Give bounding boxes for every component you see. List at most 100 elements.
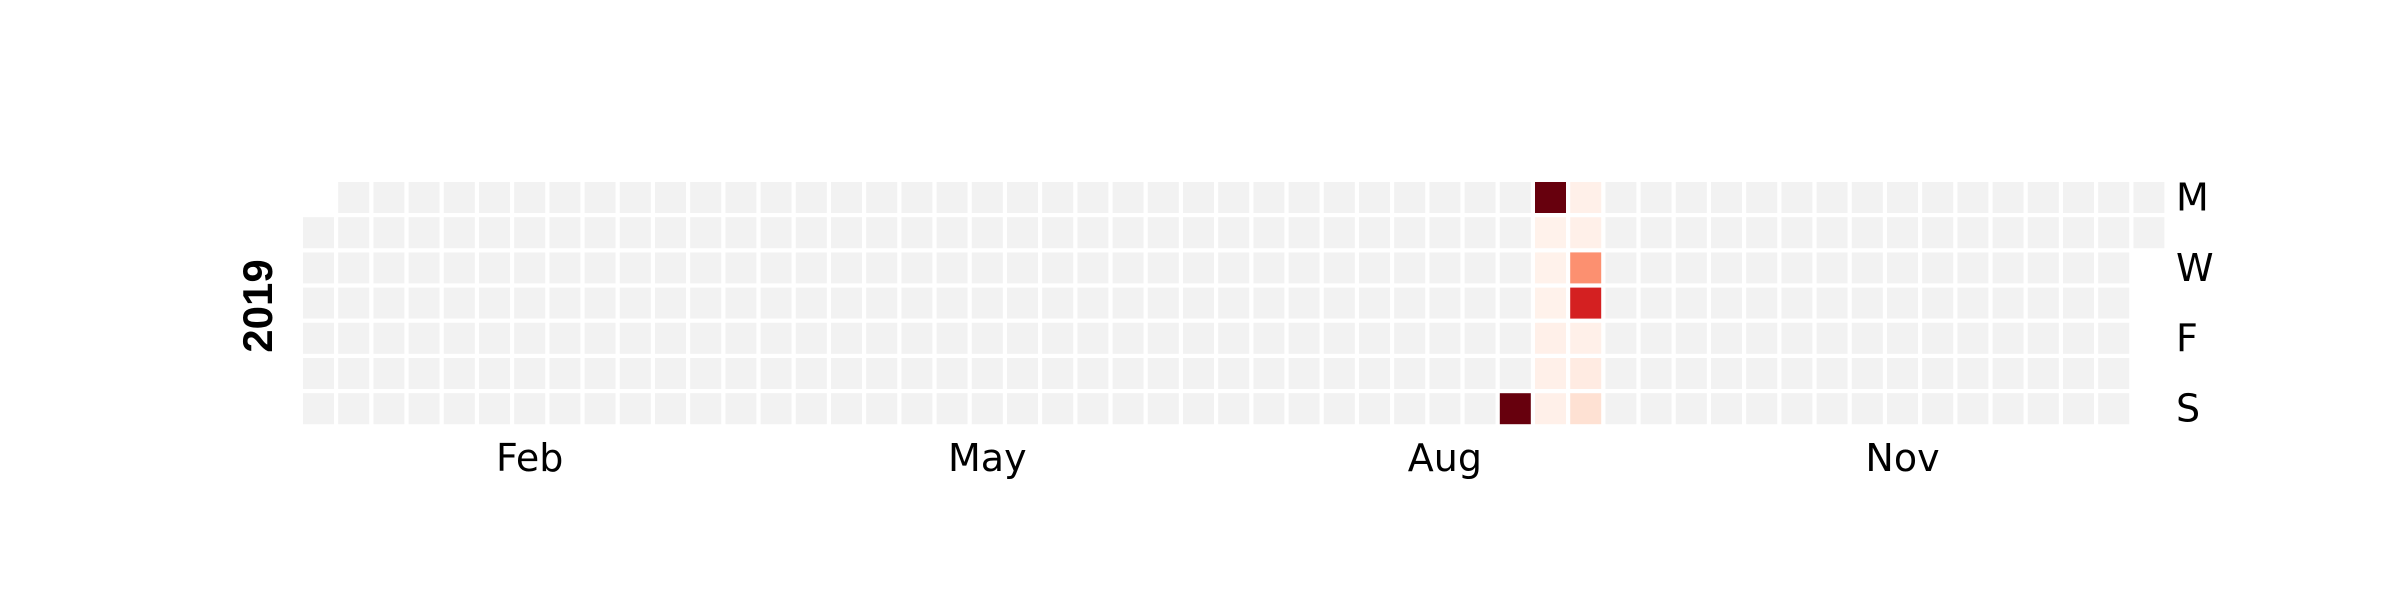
heatmap-cell xyxy=(1992,393,2024,425)
heatmap-cell xyxy=(1007,358,1038,389)
heatmap-cell xyxy=(1077,393,1109,425)
heatmap-cell xyxy=(866,287,898,319)
heatmap-cell xyxy=(1816,393,1848,425)
heatmap-cell xyxy=(1464,217,1496,249)
heatmap-cell xyxy=(1887,393,1918,425)
heatmap-cell xyxy=(1147,252,1179,284)
heatmap-cell xyxy=(1253,182,1285,213)
heatmap-cell xyxy=(1007,182,1038,213)
heatmap-cell xyxy=(1640,252,1672,284)
heatmap-cell xyxy=(303,217,334,249)
heatmap-cell xyxy=(1957,252,1989,284)
heatmap-cell xyxy=(831,287,862,319)
heatmap-cell xyxy=(584,322,616,354)
heatmap-cell xyxy=(1077,252,1109,284)
heatmap-cell xyxy=(1429,287,1461,319)
month-label: May xyxy=(948,436,1027,480)
heatmap-cell xyxy=(1042,252,1074,284)
heatmap-cell xyxy=(1323,358,1355,389)
heatmap-cell xyxy=(1499,217,1531,249)
heatmap-cell xyxy=(690,322,722,354)
heatmap-cell xyxy=(1359,393,1390,425)
heatmap-cell xyxy=(584,358,616,389)
heatmap-cell xyxy=(971,252,1003,284)
heatmap-cell xyxy=(619,252,651,284)
heatmap-cell xyxy=(1605,358,1637,389)
heatmap-cell xyxy=(1957,393,1989,425)
heatmap-cell xyxy=(1957,322,1989,354)
heatmap-cell xyxy=(1711,322,1742,354)
heatmap-cell xyxy=(1781,217,1813,249)
heatmap-cell xyxy=(1429,182,1461,213)
heatmap-cell xyxy=(690,287,722,319)
heatmap-cell xyxy=(1359,182,1390,213)
heatmap-cell xyxy=(1851,322,1883,354)
heatmap-cell xyxy=(795,182,827,213)
heatmap-cell xyxy=(373,252,405,284)
heatmap-cell xyxy=(1851,393,1883,425)
heatmap-cell xyxy=(303,358,334,389)
heatmap-cell xyxy=(1781,287,1813,319)
heatmap-cell xyxy=(1535,182,1566,213)
heatmap-cell xyxy=(1042,217,1074,249)
heatmap-cell xyxy=(655,287,686,319)
heatmap-cell xyxy=(584,252,616,284)
heatmap-cell xyxy=(1570,182,1602,213)
heatmap-cell xyxy=(338,393,370,425)
heatmap-cell xyxy=(1746,358,1778,389)
heatmap-cell xyxy=(1147,217,1179,249)
heatmap-cell xyxy=(373,217,405,249)
heatmap-cell xyxy=(1359,358,1390,389)
heatmap-cell xyxy=(936,358,968,389)
heatmap-cells xyxy=(303,182,2165,425)
heatmap-cell xyxy=(1816,322,1848,354)
heatmap-cell xyxy=(1957,287,1989,319)
heatmap-cell xyxy=(549,217,581,249)
heatmap-cell xyxy=(443,393,475,425)
heatmap-cell xyxy=(1746,322,1778,354)
heatmap-cell xyxy=(1147,358,1179,389)
heatmap-cell xyxy=(1922,182,1954,213)
heatmap-cell xyxy=(901,322,933,354)
heatmap-cell xyxy=(1711,252,1742,284)
heatmap-cell xyxy=(901,287,933,319)
heatmap-cell xyxy=(1323,252,1355,284)
heatmap-cell xyxy=(690,252,722,284)
heatmap-cell xyxy=(1323,287,1355,319)
heatmap-cell xyxy=(514,393,546,425)
heatmap-cell xyxy=(1112,358,1144,389)
heatmap-cell xyxy=(1535,287,1566,319)
heatmap-cell xyxy=(2063,322,2094,354)
heatmap-cell xyxy=(303,393,334,425)
heatmap-cell xyxy=(1957,358,1989,389)
heatmap-cell xyxy=(373,393,405,425)
heatmap-cell xyxy=(338,358,370,389)
heatmap-cell xyxy=(1183,252,1214,284)
heatmap-cell xyxy=(479,217,510,249)
heatmap-cell xyxy=(936,252,968,284)
heatmap-cell xyxy=(408,358,440,389)
heatmap-cell xyxy=(725,252,757,284)
heatmap-cell xyxy=(1570,358,1602,389)
heatmap-cell xyxy=(760,182,792,213)
heatmap-cell xyxy=(1359,287,1390,319)
heatmap-cell xyxy=(2098,322,2130,354)
heatmap-cell xyxy=(2098,358,2130,389)
heatmap-cell xyxy=(1851,217,1883,249)
heatmap-cell xyxy=(725,393,757,425)
heatmap-cell xyxy=(971,182,1003,213)
heatmap-cell xyxy=(866,393,898,425)
heatmap-cell xyxy=(1851,358,1883,389)
heatmap-cell xyxy=(1535,252,1566,284)
heatmap-cell xyxy=(2133,182,2165,213)
heatmap-cell xyxy=(408,393,440,425)
heatmap-cell xyxy=(1112,252,1144,284)
heatmap-cell xyxy=(408,217,440,249)
heatmap-cell xyxy=(1499,182,1531,213)
heatmap-cell xyxy=(479,358,510,389)
heatmap-cell xyxy=(866,217,898,249)
heatmap-cell xyxy=(1464,252,1496,284)
heatmap-cell xyxy=(1992,182,2024,213)
heatmap-cell xyxy=(1007,322,1038,354)
